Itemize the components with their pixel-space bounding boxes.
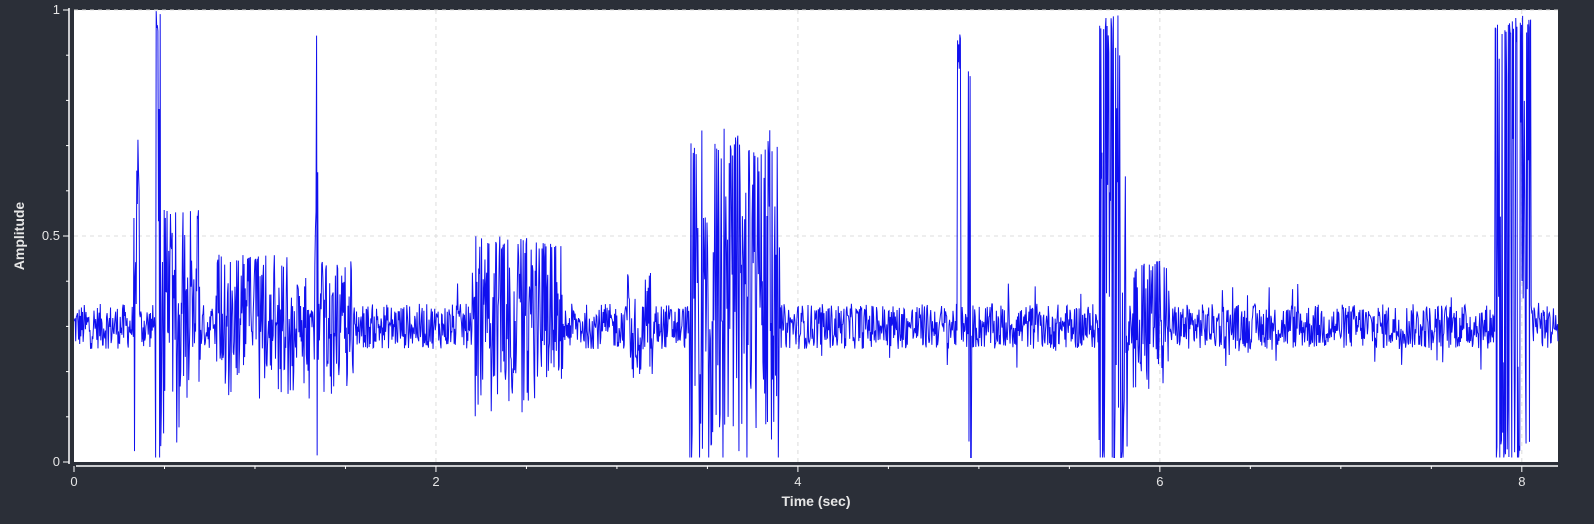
y-axis-label: Amplitude: [11, 202, 27, 271]
x-tick-label: 4: [794, 474, 801, 489]
series: [73, 11, 1559, 458]
x-tick-label: 0: [70, 474, 77, 489]
y-tick-label: 0: [53, 454, 60, 469]
y-tick-label: 1: [53, 2, 60, 17]
labels: Time (sec) Amplitude: [11, 202, 851, 509]
x-tick-label: 6: [1156, 474, 1163, 489]
x-tick-label: 8: [1518, 474, 1525, 489]
grid: [74, 9, 1558, 462]
waveform-line: [73, 11, 1559, 458]
plot-area: [74, 10, 1558, 462]
x-axis-label: Time (sec): [782, 493, 851, 509]
x-tick-label: 2: [432, 474, 439, 489]
axes: 0 2 4 6 8 0 0.5 1: [42, 2, 1558, 489]
y-tick-label: 0.5: [42, 228, 60, 243]
